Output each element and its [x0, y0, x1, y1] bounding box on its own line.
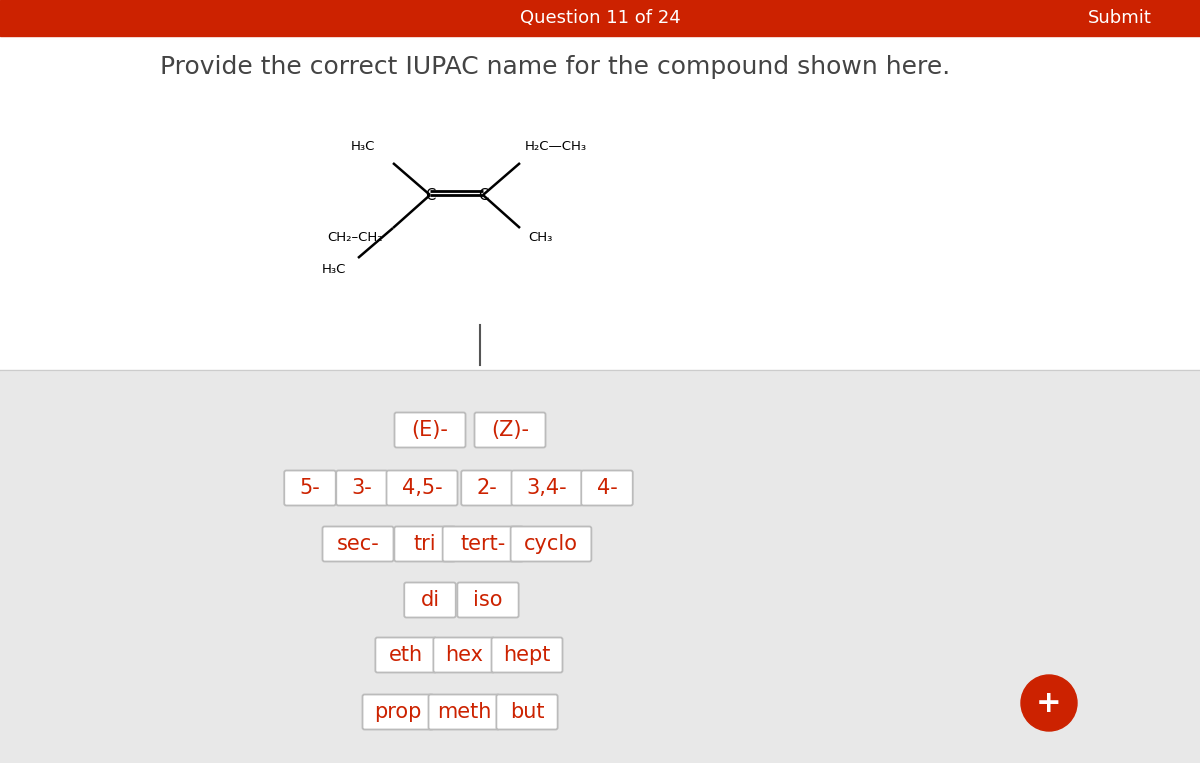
- FancyBboxPatch shape: [461, 471, 512, 506]
- Text: 2-: 2-: [476, 478, 497, 498]
- Text: tert-: tert-: [461, 534, 505, 554]
- Text: Question 11 of 24: Question 11 of 24: [520, 9, 680, 27]
- Text: (E)-: (E)-: [412, 420, 449, 440]
- Text: CH₂–CH₂: CH₂–CH₂: [328, 231, 383, 244]
- Text: 4,5-: 4,5-: [402, 478, 443, 498]
- FancyBboxPatch shape: [404, 582, 456, 617]
- Circle shape: [1021, 675, 1078, 731]
- FancyBboxPatch shape: [386, 471, 457, 506]
- FancyBboxPatch shape: [323, 526, 394, 562]
- Text: iso: iso: [473, 590, 503, 610]
- Text: Submit: Submit: [1088, 9, 1152, 27]
- Text: di: di: [420, 590, 439, 610]
- FancyBboxPatch shape: [395, 526, 456, 562]
- Text: hept: hept: [503, 645, 551, 665]
- Text: prop: prop: [374, 702, 421, 722]
- Text: +: +: [1036, 688, 1062, 717]
- FancyBboxPatch shape: [443, 526, 523, 562]
- FancyBboxPatch shape: [362, 694, 433, 729]
- Text: meth: meth: [437, 702, 491, 722]
- FancyBboxPatch shape: [433, 638, 494, 672]
- Text: eth: eth: [389, 645, 424, 665]
- FancyBboxPatch shape: [457, 582, 518, 617]
- FancyBboxPatch shape: [395, 413, 466, 448]
- Bar: [0, 0, 1200, 36]
- Text: H₃C: H₃C: [322, 263, 346, 276]
- Text: 4-: 4-: [596, 478, 617, 498]
- Text: C: C: [425, 188, 436, 202]
- FancyBboxPatch shape: [492, 638, 563, 672]
- FancyBboxPatch shape: [497, 694, 558, 729]
- Text: sec-: sec-: [337, 534, 379, 554]
- Bar: [0, 370, 1200, 763]
- Text: C: C: [478, 188, 488, 202]
- FancyBboxPatch shape: [376, 638, 437, 672]
- FancyBboxPatch shape: [511, 526, 592, 562]
- Text: hex: hex: [445, 645, 482, 665]
- Text: 3-: 3-: [352, 478, 372, 498]
- FancyBboxPatch shape: [474, 413, 546, 448]
- Text: Provide the correct IUPAC name for the compound shown here.: Provide the correct IUPAC name for the c…: [160, 55, 950, 79]
- Text: H₂C—CH₃: H₂C—CH₃: [526, 140, 587, 153]
- Text: 5-: 5-: [300, 478, 320, 498]
- Text: CH₃: CH₃: [528, 231, 552, 244]
- FancyBboxPatch shape: [336, 471, 388, 506]
- Text: cyclo: cyclo: [524, 534, 578, 554]
- FancyBboxPatch shape: [428, 694, 499, 729]
- Bar: [0, 36, 1200, 370]
- FancyBboxPatch shape: [284, 471, 336, 506]
- Text: tri: tri: [414, 534, 437, 554]
- Text: (Z)-: (Z)-: [491, 420, 529, 440]
- FancyBboxPatch shape: [511, 471, 582, 506]
- Text: H₃C: H₃C: [350, 140, 374, 153]
- Text: 3,4-: 3,4-: [527, 478, 568, 498]
- Text: but: but: [510, 702, 545, 722]
- FancyBboxPatch shape: [581, 471, 632, 506]
